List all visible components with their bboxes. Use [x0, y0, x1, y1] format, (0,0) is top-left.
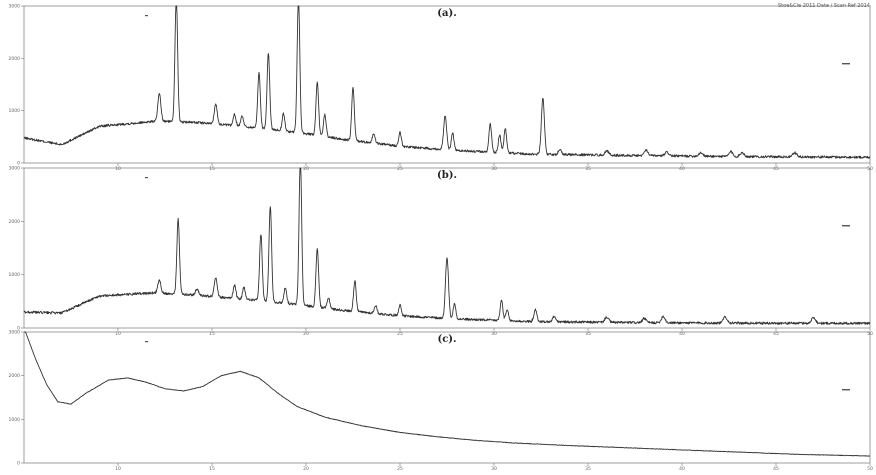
- y-tick-label: 3000: [9, 330, 21, 336]
- panel-3: 0 1000 2000 3000 10 15 20 25 30 35 40 45 50 (c).: [9, 330, 873, 473]
- x-tick-label: 30: [491, 466, 497, 471]
- x-tick-label: 15: [209, 166, 215, 172]
- diffraction-trace: [23, 167, 871, 325]
- panel-label: (c).: [437, 334, 456, 345]
- x-tick-label: 20: [303, 166, 309, 172]
- x-tick-label: 10: [115, 166, 121, 172]
- x-tick-label: 35: [585, 466, 591, 471]
- legend-mark: [842, 225, 850, 227]
- x-tick-label: 45: [773, 466, 779, 471]
- corner-mark: [145, 341, 148, 343]
- x-tick-label: 15: [209, 466, 215, 471]
- y-tick-label: 3000: [9, 4, 21, 10]
- panel-label: (b).: [437, 170, 457, 181]
- legend-mark: [842, 63, 850, 65]
- x-tick-label: 40: [679, 166, 685, 172]
- x-tick-label: 30: [491, 331, 497, 337]
- legend-mark: [842, 389, 850, 391]
- x-tick-label: 20: [303, 466, 309, 471]
- diffraction-trace: [23, 331, 871, 457]
- diffraction-trace: [23, 5, 871, 159]
- y-tick-label: 1000: [9, 417, 21, 423]
- x-tick-label: 10: [115, 466, 121, 471]
- x-tick-label: 10: [115, 331, 121, 337]
- plot-frame: [23, 5, 871, 164]
- y-tick-label: 1000: [9, 272, 21, 278]
- plot-frame: [23, 167, 871, 329]
- y-tick-label: 3000: [9, 166, 21, 172]
- x-tick-label: 40: [679, 331, 685, 337]
- y-tick-label: 0: [17, 461, 20, 467]
- x-tick-label: 25: [397, 166, 403, 172]
- x-tick-label: 45: [773, 166, 779, 172]
- x-tick-label: 30: [491, 166, 497, 172]
- y-tick-label: 0: [17, 326, 20, 332]
- y-tick-label: 2000: [9, 56, 21, 62]
- plot-frame: [23, 331, 871, 464]
- corner-mark: [145, 15, 148, 17]
- panel-label: (a).: [437, 8, 456, 19]
- x-tick-label: 45: [773, 331, 779, 337]
- x-tick-label: 25: [397, 331, 403, 337]
- x-tick-label: 35: [585, 166, 591, 172]
- x-tick-label: 40: [679, 466, 685, 471]
- x-tick-label: 15: [209, 331, 215, 337]
- x-tick-label: 20: [303, 331, 309, 337]
- y-tick-label: 0: [17, 161, 20, 167]
- y-tick-label: 1000: [9, 108, 21, 114]
- y-tick-label: 2000: [9, 219, 21, 225]
- y-tick-label: 2000: [9, 373, 21, 379]
- corner-mark: [145, 177, 148, 179]
- x-tick-label: 25: [397, 466, 403, 471]
- x-tick-label: 50: [867, 466, 873, 471]
- x-tick-label: 35: [585, 331, 591, 337]
